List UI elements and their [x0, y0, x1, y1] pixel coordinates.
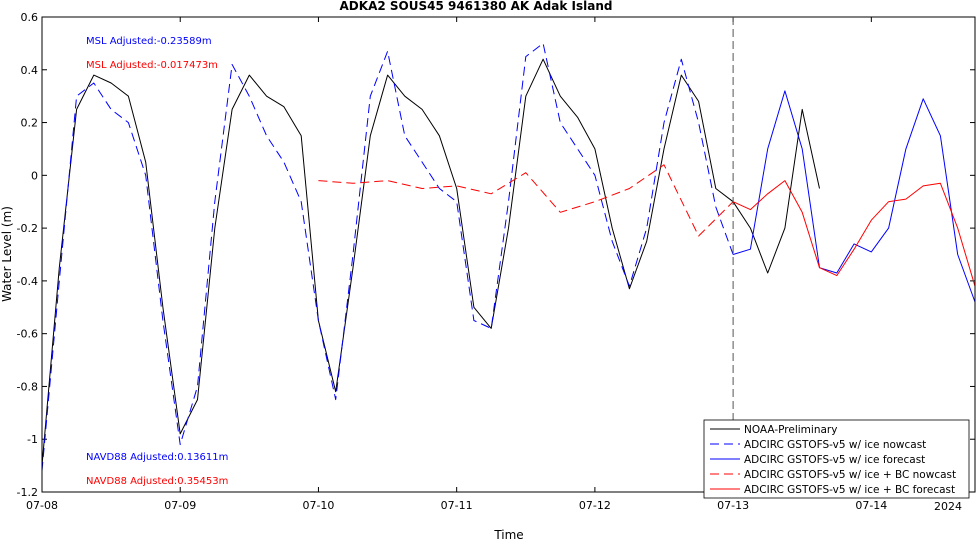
plot-frame — [41, 16, 976, 493]
y-tick-label: -1 — [27, 433, 38, 446]
legend-entry: ADCIRC GSTOFS-v5 w/ ice + BC forecast — [744, 484, 955, 496]
y-tick-label: -0.6 — [17, 328, 38, 341]
y-tick-label: -0.4 — [17, 275, 38, 288]
series-line-0 — [41, 58, 820, 466]
legend-box — [703, 419, 970, 499]
y-axis-label: Water Level (m) — [0, 206, 14, 302]
plot-area — [42, 17, 975, 492]
navd88-adjusted-blue: NAVD88 Adjusted:0.13611m — [86, 452, 228, 463]
x-tick-label: 07-11 — [441, 499, 473, 512]
msl-adjusted-blue: MSL Adjusted:-0.23589m — [86, 36, 212, 47]
legend-entry: NOAA-Preliminary — [744, 424, 837, 436]
legend: NOAA-Preliminary ADCIRC GSTOFS-v5 w/ ice … — [703, 419, 970, 499]
y-tick-label: -1.2 — [17, 486, 38, 499]
x-tick-label: 07-08 — [26, 499, 58, 512]
series-line-2 — [732, 90, 976, 303]
msl-adjusted-red: MSL Adjusted:-0.017473m — [86, 60, 218, 71]
y-tick-label: -0.2 — [17, 222, 38, 235]
y-tick-label: 0.2 — [21, 117, 39, 130]
legend-entry: ADCIRC GSTOFS-v5 w/ ice nowcast — [744, 439, 926, 451]
y-tick-label: 0.6 — [21, 11, 39, 24]
x-axis-label: Time — [493, 528, 523, 541]
chart-title: ADKA2 SOUS45 9461380 AK Adak Island — [340, 0, 613, 13]
series-line-4 — [732, 180, 976, 287]
y-tick-label: 0 — [31, 169, 38, 182]
x-tick-label: 07-10 — [302, 499, 334, 512]
y-tick-label: 0.4 — [21, 64, 39, 77]
legend-entry: ADCIRC GSTOFS-v5 w/ ice forecast — [744, 454, 925, 466]
x-tick-label: 07-09 — [164, 499, 196, 512]
x-tick-label: 07-12 — [579, 499, 611, 512]
x-tick-label: 07-14 — [855, 499, 887, 512]
legend-entry: ADCIRC GSTOFS-v5 w/ ice + BC nowcast — [744, 469, 956, 481]
x-tick-label: 07-13 — [717, 499, 749, 512]
series-line-3 — [318, 164, 734, 237]
navd88-adjusted-red: NAVD88 Adjusted:0.35453m — [86, 476, 228, 487]
y-tick-label: -0.8 — [17, 380, 38, 393]
series-line-1 — [41, 42, 734, 471]
year-label: 2024 — [934, 500, 962, 513]
